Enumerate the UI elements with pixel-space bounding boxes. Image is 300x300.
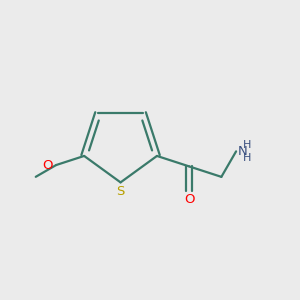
Text: O: O: [184, 193, 194, 206]
Text: H: H: [243, 140, 251, 150]
Text: H: H: [243, 153, 251, 163]
Text: S: S: [116, 185, 125, 198]
Text: O: O: [42, 158, 52, 172]
Text: N: N: [238, 145, 247, 158]
